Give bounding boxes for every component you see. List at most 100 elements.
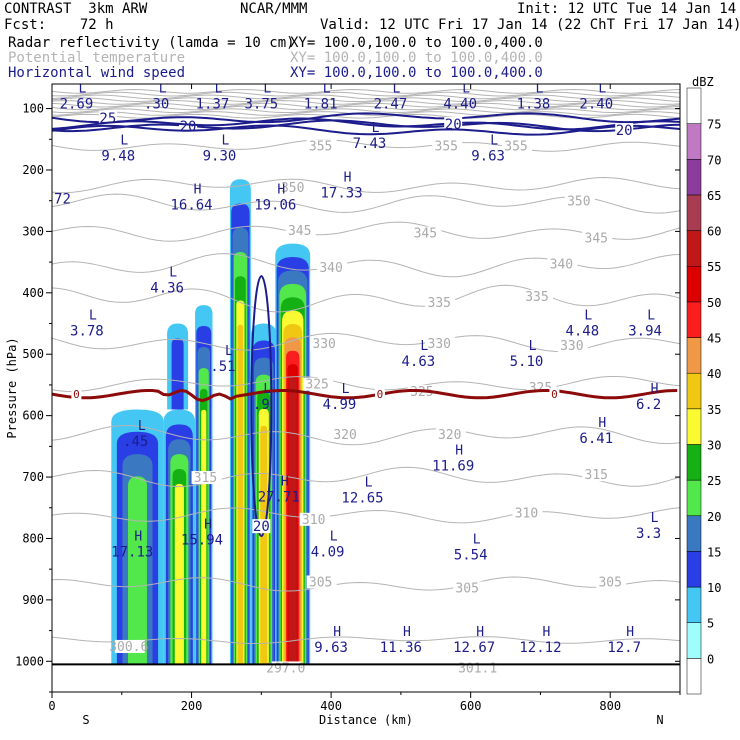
theta-label-bg-10 [425, 296, 456, 310]
wind-label-1: 20 [180, 119, 197, 135]
extremum-marker-11: L [372, 121, 380, 136]
reflectivity-column-0-band-20 [127, 476, 147, 665]
field-label-theta: Potential temperature [8, 50, 186, 66]
theta-isentrope-7 [52, 376, 680, 393]
extremum-marker-38: H [403, 625, 411, 640]
extremum-marker-2: L [215, 81, 223, 96]
theta-label-bg-1 [432, 139, 463, 153]
y-tick-label-900: 900 [22, 593, 44, 607]
wind-label-bg-0 [98, 110, 117, 125]
x-end-label-north: N [656, 713, 663, 727]
colorbar-swatch-9 [686, 337, 702, 374]
extremum-marker-0: L [79, 81, 87, 96]
extremum-value-9: 9.48 [101, 148, 135, 164]
field-label-wind: Horizontal wind speed [8, 65, 186, 81]
extremum-value-22: 4.48 [565, 324, 599, 340]
extremum-marker-7: L [536, 81, 544, 96]
y-tick-label-500: 500 [22, 347, 44, 361]
extremum-value-35: 5.54 [454, 548, 488, 564]
colorbar-title: dBZ [692, 75, 714, 89]
theta-label-bg-18 [331, 428, 362, 442]
theta-label-bg-3 [278, 181, 309, 195]
colorbar-tick-label-15: 15 [707, 545, 721, 559]
theta-label-17: 325 [529, 381, 552, 396]
colorbar: dBZ 0 5 10 15 20 25 30 35 40 45 50 55 60 65 70 75 [686, 75, 721, 695]
reflectivity-column-5-band-35 [260, 425, 268, 665]
theta-label-bg-6 [411, 226, 442, 240]
extremum-marker-27: H [651, 382, 659, 397]
theta-strat-line-0 [52, 88, 680, 94]
theta-strat-line-7 [52, 108, 680, 114]
wind-contour-0 [52, 112, 680, 124]
wind-contour-4 [250, 275, 273, 538]
colorbar-swatch-12 [686, 230, 702, 267]
colorbar-swatch-6 [686, 444, 702, 481]
extremum-marker-37: H [333, 625, 341, 640]
extremum-value-24: .45 [123, 434, 148, 450]
theta-label-4: 350 [567, 195, 590, 210]
colorbar-swatch-8 [686, 372, 702, 410]
extremum-marker-41: H [626, 625, 634, 640]
extremum-marker-17: L [169, 266, 177, 281]
extremum-value-12: 9.63 [471, 148, 505, 164]
theta-label-21: 315 [585, 468, 608, 483]
y-tick-label-600: 600 [22, 409, 44, 423]
theta-label-19: 320 [438, 428, 461, 443]
extremum-value-7: 1.38 [517, 96, 551, 112]
highs-lows-layer: L2.69L.30L1.37L3.75L1.81L2.47L4.40L1.38L… [54, 81, 662, 656]
theta-isentrope-10 [52, 507, 680, 524]
extremum-value-38: 11.36 [380, 640, 422, 656]
extremum-value-8: 2.40 [579, 96, 613, 112]
theta-strat-line-4 [52, 100, 680, 105]
extremum-marker-31: H [281, 474, 289, 489]
theta-label-22: 310 [302, 513, 325, 528]
extremum-value-21: 5.10 [510, 354, 544, 370]
extremum-value-2: 1.37 [196, 96, 230, 112]
theta-label-25: 305 [455, 582, 478, 597]
wind-label-bg-1 [179, 118, 198, 133]
colorbar-tick-label-35: 35 [707, 403, 721, 417]
extremum-marker-40: H [543, 625, 551, 640]
extremum-value-27: 6.2 [636, 397, 661, 413]
extremum-marker-4: L [323, 81, 331, 96]
extremum-marker-26: L [263, 382, 271, 397]
theta-label-6: 345 [414, 227, 437, 242]
extremum-value-10: 9.30 [203, 148, 237, 164]
extremum-value-36: 3.3 [636, 526, 661, 542]
extremum-marker-32: H [204, 517, 212, 532]
theta-label-bg-14 [425, 337, 456, 351]
theta-label-bg-27 [114, 639, 145, 653]
extremum-value-28: 6.41 [579, 431, 613, 447]
theta-label-12: 330 [560, 339, 583, 354]
extremum-marker-39: H [476, 625, 484, 640]
colorbar-swatch-15 [686, 123, 702, 160]
colorbar-swatch-11 [686, 265, 702, 303]
theta-strat-line-5 [52, 102, 680, 108]
theta-label-bg-7 [582, 231, 613, 245]
extremum-value-6: 4.40 [443, 96, 477, 112]
colorbar-swatch-2 [686, 586, 702, 623]
theta-label-bg-12 [557, 339, 588, 353]
org-label: NCAR/MMM [240, 1, 308, 17]
theta-isentrope-11 [52, 576, 680, 592]
theta-isentrope-12 [52, 636, 680, 645]
colorbar-tick-label-20: 20 [707, 510, 721, 524]
extremum-value-14: 16.64 [170, 198, 212, 214]
theta-label-bg-26 [596, 575, 627, 589]
reflectivity-column-2-band-10 [171, 338, 184, 410]
colorbar-tick-label-40: 40 [707, 367, 721, 381]
extremum-marker-28: H [598, 416, 606, 431]
extremum-marker-16: H [344, 170, 352, 185]
extremum-value-4: 1.81 [304, 96, 338, 112]
zero-label-1: 0 [377, 388, 384, 401]
theta-label-bg-11 [522, 289, 553, 303]
theta-label-1: 355 [435, 139, 458, 154]
extremum-marker-29: H [455, 444, 463, 459]
extremum-value-37: 9.63 [314, 640, 348, 656]
colorbar-tick-label-70: 70 [707, 153, 721, 167]
theta-label-15: 325 [305, 378, 328, 393]
colorbar-swatch-0 [686, 658, 702, 695]
y-tick-label-1000: 1000 [15, 654, 44, 668]
extremum-marker-22: L [584, 309, 592, 324]
